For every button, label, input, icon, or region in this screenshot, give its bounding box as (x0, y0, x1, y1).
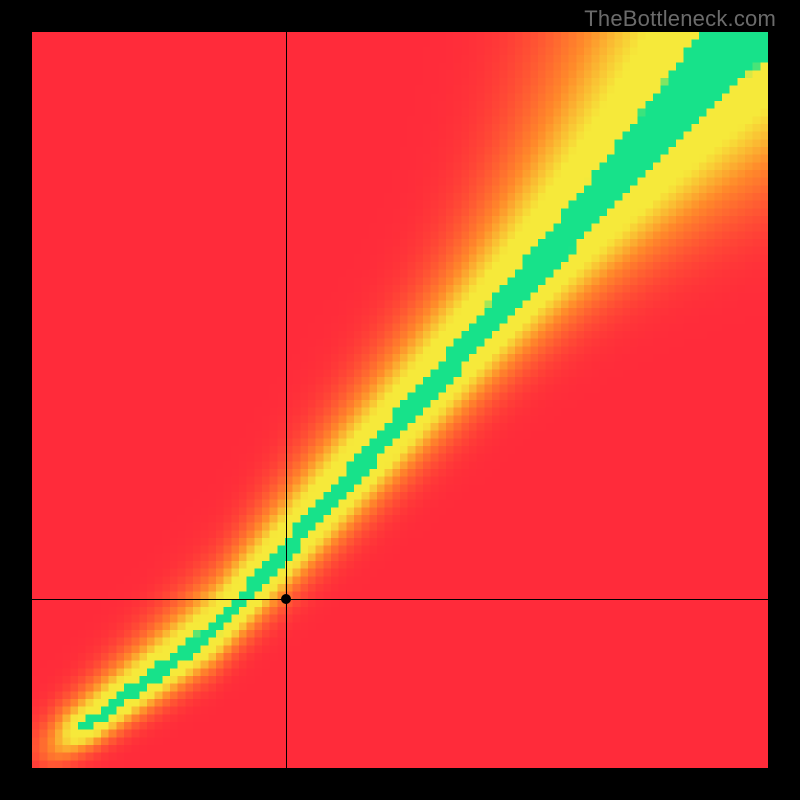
heatmap-canvas (32, 32, 768, 768)
watermark-text: TheBottleneck.com (584, 6, 776, 32)
crosshair-horizontal (32, 599, 768, 600)
chart-container: TheBottleneck.com (0, 0, 800, 800)
data-point-marker (281, 594, 291, 604)
crosshair-vertical (286, 32, 287, 768)
heatmap-plot (32, 32, 768, 768)
